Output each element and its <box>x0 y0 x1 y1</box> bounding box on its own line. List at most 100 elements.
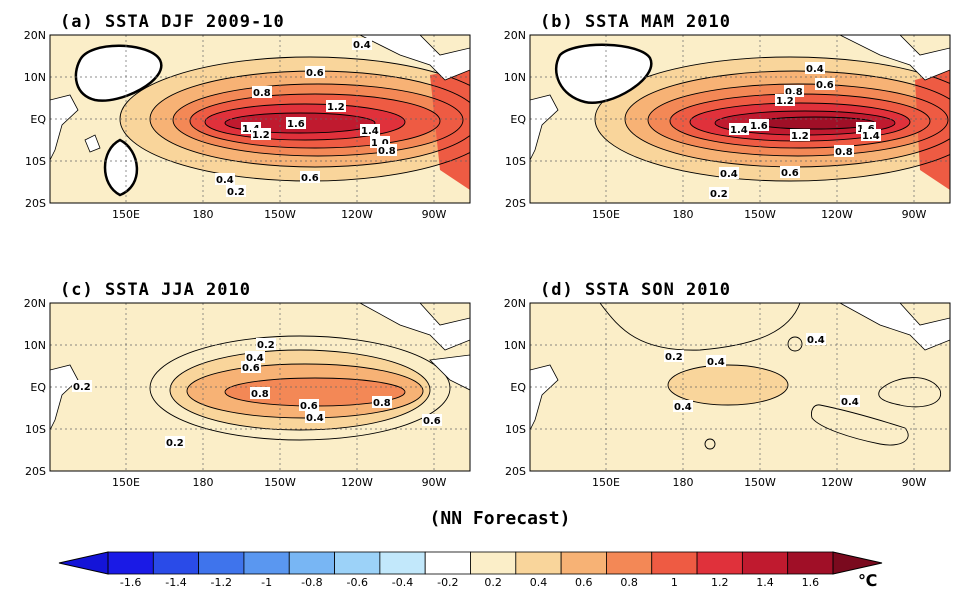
lat-tick: 10S <box>25 423 46 436</box>
contour-label: 0.6 <box>300 401 318 412</box>
colorbar-segment <box>741 551 789 575</box>
panel-d-frame <box>529 302 951 472</box>
colorbar-tick-label: 1.4 <box>756 576 774 589</box>
lon-tick: 150W <box>744 476 776 489</box>
contour-label: 0.2 <box>227 187 245 198</box>
lat-tick: EQ <box>30 113 46 126</box>
colorbar-tick-label: -0.6 <box>346 576 367 589</box>
contour-label: 1.6 <box>750 121 768 132</box>
contour-label: 0.4 <box>720 169 738 180</box>
lon-tick: 180 <box>193 208 214 221</box>
contour-label: 1.2 <box>791 131 809 142</box>
colorbar-tick-label: -0.4 <box>392 576 413 589</box>
colorbar-segment <box>107 551 154 575</box>
contour-label: 0.8 <box>373 398 391 409</box>
contour-label: 1.2 <box>252 130 270 141</box>
colorbar-segment <box>334 551 381 575</box>
panel-b-title: (b) SSTA MAM 2010 <box>540 12 731 32</box>
lat-tick: 20S <box>25 465 46 478</box>
lon-tick: 120W <box>821 208 853 221</box>
lon-tick: 180 <box>673 476 694 489</box>
contour-label: 0.8 <box>835 147 853 158</box>
lat-tick: 20S <box>505 197 526 210</box>
panel-c-lon-ticks: 150E 180 150W 120W 90W <box>112 476 447 489</box>
lat-tick: EQ <box>510 381 526 394</box>
lon-tick: 150W <box>264 476 296 489</box>
panel-d-grid <box>530 303 950 471</box>
colorbar-tick-label: 0.2 <box>484 576 502 589</box>
panel-b-coastlines <box>530 35 950 161</box>
lon-tick: 120W <box>341 476 373 489</box>
lat-tick: 10N <box>24 339 46 352</box>
colorbar-segment <box>470 551 517 575</box>
contour-label: 0.8 <box>253 88 271 99</box>
panel-a-frame <box>49 34 471 204</box>
lon-tick: 120W <box>341 208 373 221</box>
lon-tick: 180 <box>193 476 214 489</box>
lat-tick: EQ <box>510 113 526 126</box>
lon-tick: 150W <box>264 208 296 221</box>
colorbar-tick-label: 1.6 <box>802 576 820 589</box>
lon-tick: 150W <box>744 208 776 221</box>
contour-label: 0.4 <box>216 175 234 186</box>
contour-label: 0.2 <box>665 352 683 363</box>
lat-tick: 20S <box>25 197 46 210</box>
panel-c-anomaly-field <box>149 335 451 441</box>
contour-label: 0.6 <box>306 68 324 79</box>
lon-tick: 180 <box>673 208 694 221</box>
panel-b-contour-labels: 0.4 0.6 0.8 1.2 1.4 1.6 1.2 1.6 1.4 0.8 … <box>709 62 881 200</box>
panel-d-anomaly-field <box>599 303 941 450</box>
colorbar-tick-label: 1.2 <box>711 576 729 589</box>
contour-label: 0.4 <box>707 357 725 368</box>
panel-a-title: (a) SSTA DJF 2009-10 <box>60 12 285 32</box>
contour-label: 0.4 <box>841 397 859 408</box>
colorbar-tick-label: -0.8 <box>301 576 322 589</box>
lat-tick: 10S <box>25 155 46 168</box>
colorbar-tick-label: -1 <box>261 576 272 589</box>
colorbar-segment <box>152 551 200 575</box>
colorbar-segment <box>379 551 426 575</box>
lon-tick: 90W <box>422 208 447 221</box>
lon-tick: 150E <box>112 476 140 489</box>
contour-label: 0.8 <box>785 87 803 98</box>
lat-tick: 20N <box>24 297 46 310</box>
colorbar-segment <box>696 551 743 575</box>
panel-d-coastlines <box>530 303 950 431</box>
lat-tick: 20N <box>24 29 46 42</box>
colorbar-tick-label: -1.6 <box>120 576 141 589</box>
panel-a-lon-ticks: 150E 180 150W 120W 90W <box>112 208 447 221</box>
panel-c-grid <box>50 303 470 471</box>
colorbar-max-arrow <box>832 551 883 575</box>
panel-c: (c) SSTA JJA 2010 <box>24 280 471 489</box>
colorbar-segments <box>107 551 834 575</box>
contour-label: 0.8 <box>251 389 269 400</box>
panel-d-lon-ticks: 150E 180 150W 120W 90W <box>592 476 927 489</box>
contour-label: 0.4 <box>306 413 324 424</box>
contour-label: 1.4 <box>361 126 379 137</box>
panel-a-lat-ticks: 20N 10N EQ 10S 20S <box>24 29 47 210</box>
contour-label: 0.4 <box>246 353 264 364</box>
colorbar-segment <box>288 551 335 575</box>
contour-label: 1.0 <box>371 138 389 149</box>
colorbar: -1.6 -1.4 -1.2 -1 -0.8 -0.6 -0.4 -0.2 0.2 0.4 0.6 0… <box>58 551 883 590</box>
panel-c-contour-labels: 0.2 0.4 0.6 0.2 0.8 0.6 0.8 0.4 0.6 0.2 <box>72 338 442 449</box>
contour-label: 1.4 <box>862 131 880 142</box>
panel-a-grid <box>50 35 470 203</box>
colorbar-segment <box>560 551 607 575</box>
contour-label: 0.4 <box>353 40 371 51</box>
panel-d-contour-labels: 0.4 0.2 0.4 0.4 0.4 <box>664 333 860 413</box>
lat-tick: 20S <box>505 465 526 478</box>
panel-d: (d) SSTA SON 2010 <box>504 280 951 489</box>
contour-label: 1.4 <box>242 124 260 135</box>
colorbar-tick-label: -1.4 <box>165 576 186 589</box>
contour-label: 0.6 <box>301 173 319 184</box>
colorbar-segment <box>515 551 562 575</box>
contour-label: 1.2 <box>776 96 794 107</box>
contour-label: 0.2 <box>166 438 184 449</box>
contour-label: 0.6 <box>816 80 834 91</box>
panel-a-coastlines <box>50 35 470 161</box>
contour-label: 0.2 <box>710 189 728 200</box>
contour-label: 1.6 <box>287 119 305 130</box>
contour-label: 0.2 <box>257 340 275 351</box>
colorbar-segment <box>424 551 471 575</box>
